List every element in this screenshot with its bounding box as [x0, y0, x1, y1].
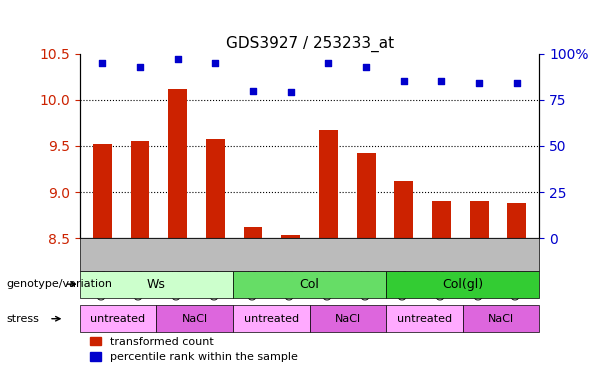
Bar [508, 203, 526, 238]
Text: NaCl: NaCl [488, 314, 514, 324]
Bar [319, 130, 338, 238]
Bar [206, 139, 225, 238]
Text: NaCl: NaCl [181, 314, 208, 324]
Point [474, 80, 484, 86]
Point [436, 78, 446, 84]
Point [399, 78, 409, 84]
Point [361, 64, 371, 70]
Bar [432, 201, 451, 238]
Point [210, 60, 220, 66]
Text: genotype/variation: genotype/variation [6, 279, 112, 289]
Point [512, 80, 522, 86]
Text: NaCl: NaCl [335, 314, 361, 324]
Bar [243, 227, 262, 238]
Bar [470, 201, 489, 238]
Text: Ws: Ws [147, 278, 166, 291]
Text: Col: Col [300, 278, 319, 291]
Text: untreated: untreated [91, 314, 145, 324]
Text: Col(gl): Col(gl) [442, 278, 484, 291]
Legend: transformed count, percentile rank within the sample: transformed count, percentile rank withi… [85, 332, 302, 367]
Text: untreated: untreated [244, 314, 299, 324]
Bar [357, 153, 376, 238]
Point [97, 60, 107, 66]
Bar [93, 144, 112, 238]
Bar [131, 141, 150, 238]
Point [173, 56, 183, 62]
Point [286, 89, 295, 96]
Bar [394, 181, 413, 238]
Text: stress: stress [6, 314, 39, 324]
Bar [168, 89, 187, 238]
Point [135, 64, 145, 70]
Title: GDS3927 / 253233_at: GDS3927 / 253233_at [226, 36, 394, 52]
Point [324, 60, 333, 66]
Bar [281, 235, 300, 238]
Point [248, 88, 258, 94]
Text: untreated: untreated [397, 314, 452, 324]
